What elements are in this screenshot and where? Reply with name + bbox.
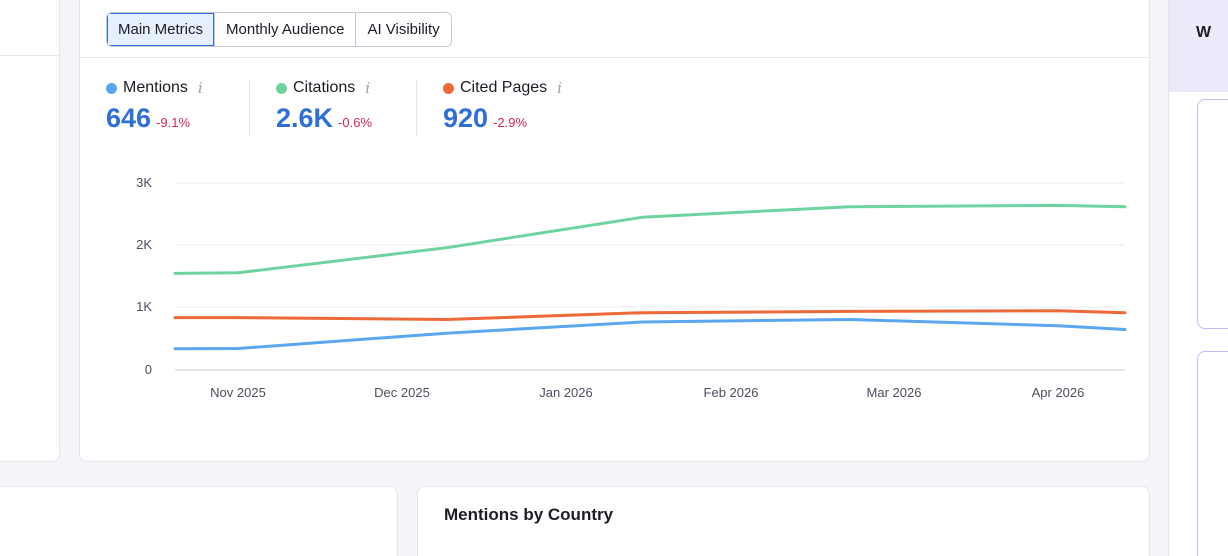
- x-tick-label: Apr 2026: [1032, 385, 1085, 400]
- y-tick-label: 1K: [136, 299, 152, 314]
- metric-change: -2.9%: [493, 115, 528, 130]
- y-tick-label: 2K: [136, 237, 152, 252]
- citations-dot: [276, 82, 287, 94]
- metric-label: Cited Pages: [460, 79, 548, 96]
- right-panel-header: [1169, 0, 1228, 92]
- y-tick-label: 0: [145, 362, 152, 377]
- bottom-left-card: [0, 486, 398, 556]
- metric-citations: Citations i 2.6K -0.6%: [276, 79, 372, 134]
- left-card: [0, 0, 60, 462]
- series-line-citations: [173, 203, 1127, 275]
- x-tick-label: Mar 2026: [867, 385, 922, 400]
- right-panel: W: [1168, 0, 1228, 556]
- metric-label: Citations: [293, 79, 356, 96]
- x-tick-label: Nov 2025: [210, 385, 266, 400]
- right-panel-title: W: [1196, 24, 1212, 41]
- main-metrics-card: Main Metrics Monthly Audience AI Visibil…: [79, 0, 1150, 462]
- metric-change: -9.1%: [156, 115, 191, 130]
- x-tick-label: Feb 2026: [704, 385, 759, 400]
- info-icon[interactable]: i: [365, 79, 371, 97]
- metric-separator: [249, 81, 250, 137]
- metric-label: Mentions: [123, 79, 188, 96]
- left-card-divider: [0, 55, 59, 56]
- metric-cited-pages: Cited Pages i 920 -2.9%: [443, 79, 562, 134]
- metrics-tab-group: Main Metrics Monthly Audience AI Visibil…: [106, 12, 452, 47]
- cited-pages-dot: [443, 82, 454, 94]
- info-icon[interactable]: i: [197, 79, 203, 97]
- metric-separator: [416, 81, 417, 137]
- metric-value: 646: [106, 103, 152, 133]
- tab-main-metrics[interactable]: Main Metrics: [107, 13, 215, 46]
- right-panel-box: [1197, 99, 1228, 329]
- metric-change: -0.6%: [338, 115, 373, 130]
- tab-ai-visibility[interactable]: AI Visibility: [355, 13, 451, 46]
- right-panel-box: [1197, 351, 1228, 556]
- series-line-mentions: [173, 318, 1127, 351]
- header-divider: [80, 57, 1149, 58]
- x-tick-label: Jan 2026: [539, 385, 593, 400]
- info-icon[interactable]: i: [557, 79, 562, 97]
- metric-value: 2.6K: [276, 103, 334, 133]
- mentions-by-country-title: Mentions by Country: [444, 505, 614, 524]
- mentions-dot: [106, 82, 117, 94]
- metric-value: 920: [443, 103, 489, 133]
- y-tick-label: 3K: [136, 175, 152, 190]
- mentions-by-country-card: Mentions by Country: [417, 486, 1150, 556]
- series-line-cited-pages: [173, 309, 1127, 321]
- metrics-line-chart: 3K 2K 1K 0 Nov 2025 Dec 2025 Jan 2026 Feb 2026 M…: [136, 175, 1127, 400]
- x-tick-label: Dec 2025: [374, 385, 430, 400]
- tab-monthly-audience[interactable]: Monthly Audience: [214, 13, 356, 46]
- metric-mentions: Mentions i 646 -9.1%: [106, 79, 203, 134]
